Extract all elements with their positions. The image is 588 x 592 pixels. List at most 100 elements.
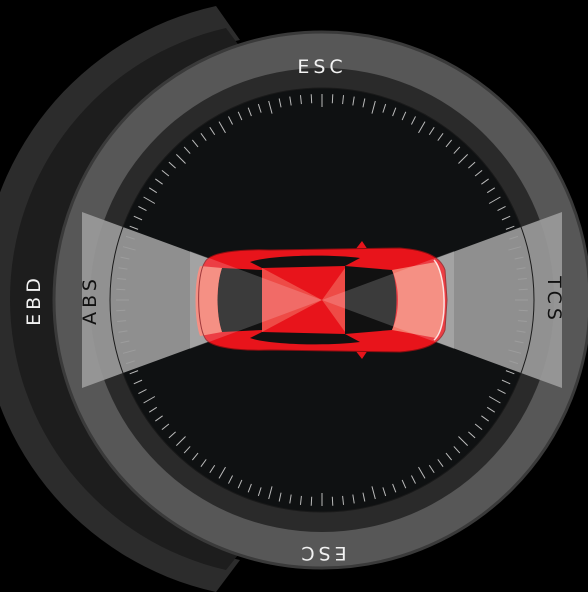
outer-ring-rim bbox=[52, 30, 588, 570]
dial-tick bbox=[200, 459, 207, 467]
dial-tick bbox=[486, 187, 496, 194]
car-top-view bbox=[195, 241, 448, 359]
dial-tick bbox=[168, 431, 176, 439]
dial-tick bbox=[129, 225, 139, 230]
dial-tick bbox=[143, 196, 156, 204]
dial-tick bbox=[362, 98, 366, 108]
car-trunk bbox=[195, 266, 222, 336]
dial-tick bbox=[228, 116, 234, 125]
dial-tick bbox=[133, 379, 143, 385]
abs-label: ABS bbox=[79, 275, 101, 325]
dial-tick bbox=[401, 111, 407, 121]
dial-tick bbox=[428, 126, 435, 136]
dial-tick bbox=[148, 406, 158, 413]
dial-tick bbox=[488, 196, 501, 204]
dial-tick bbox=[268, 100, 273, 114]
tcs-label: TCS bbox=[543, 275, 565, 324]
dial-tick bbox=[168, 161, 176, 169]
tcs-beam-overlay bbox=[322, 251, 454, 349]
dial-tick bbox=[237, 479, 243, 489]
dial-tick bbox=[437, 133, 444, 141]
dial-tick bbox=[474, 169, 483, 177]
esc-top-label: ESC bbox=[297, 56, 346, 78]
dial-tick bbox=[342, 95, 345, 105]
dial-tick bbox=[342, 495, 345, 505]
dial-tick bbox=[161, 169, 170, 177]
dial-tick bbox=[228, 475, 234, 484]
dial-tick bbox=[218, 121, 226, 134]
ebd-arc bbox=[0, 6, 247, 592]
dial-tick bbox=[382, 103, 387, 113]
dial-tick bbox=[209, 464, 216, 474]
dial-tick bbox=[200, 133, 207, 141]
dial-tick bbox=[481, 415, 489, 422]
car-side-window-top bbox=[250, 255, 360, 268]
dial-tick bbox=[155, 415, 163, 422]
dial-tick bbox=[371, 486, 376, 500]
dial-tick bbox=[268, 486, 273, 500]
dial-tick bbox=[474, 423, 483, 431]
dial-tick bbox=[468, 431, 476, 439]
dial-tick bbox=[445, 452, 453, 461]
dial-tick bbox=[352, 494, 355, 504]
dial-tick bbox=[437, 459, 444, 467]
dial-tick bbox=[352, 96, 355, 106]
dial-tick bbox=[191, 139, 199, 148]
dial-tick bbox=[183, 146, 191, 154]
dial-tick bbox=[209, 126, 216, 136]
dial-tick bbox=[505, 370, 515, 375]
dial-tick bbox=[278, 98, 282, 108]
dial-tick bbox=[247, 483, 252, 493]
dial-tick bbox=[191, 452, 199, 461]
dial-tick bbox=[289, 494, 292, 504]
dial-tick bbox=[468, 161, 476, 169]
dial-tick bbox=[175, 153, 186, 164]
beam-overlay-left bbox=[190, 251, 322, 349]
dial-tick bbox=[486, 406, 496, 413]
car-mirror-top bbox=[355, 241, 368, 250]
dial-tick bbox=[161, 423, 170, 431]
esc-bottom-label: ESC bbox=[297, 542, 346, 564]
dial-tick bbox=[458, 436, 469, 447]
dial-tick bbox=[129, 370, 139, 375]
car-roof-shade-front bbox=[322, 268, 345, 332]
dial-tick bbox=[481, 178, 489, 185]
dial-tick bbox=[501, 379, 511, 385]
dial-tick bbox=[458, 153, 469, 164]
dial-tick bbox=[183, 446, 191, 454]
dial-tick bbox=[218, 466, 226, 479]
car-windshield bbox=[345, 266, 397, 334]
dial-tick bbox=[299, 95, 302, 105]
dial-tick bbox=[278, 492, 282, 502]
dial-tick bbox=[382, 487, 387, 497]
dial-tick bbox=[392, 483, 397, 493]
dial-tick bbox=[175, 436, 186, 447]
dial-tick bbox=[371, 100, 376, 114]
car-mirror-bottom bbox=[355, 350, 368, 359]
dial-tick bbox=[237, 111, 243, 121]
dial-tick bbox=[410, 475, 416, 484]
dial-tick bbox=[362, 492, 366, 502]
dial-tick bbox=[155, 178, 163, 185]
dial-tick bbox=[138, 206, 147, 212]
dial-tick bbox=[418, 466, 426, 479]
dial-tick bbox=[505, 225, 515, 230]
dial-tick bbox=[392, 107, 397, 117]
dial-tick bbox=[299, 495, 302, 505]
car-side-window-bottom bbox=[250, 332, 360, 345]
dial-tick bbox=[445, 139, 453, 148]
car-outline bbox=[198, 247, 448, 353]
dial-tick bbox=[410, 116, 416, 125]
dial-tick bbox=[497, 206, 506, 212]
dial-tick bbox=[501, 215, 511, 221]
dial-tick bbox=[247, 107, 252, 117]
dial-tick bbox=[453, 146, 461, 154]
abs-beam-overlay bbox=[190, 251, 322, 349]
dial-tick bbox=[453, 446, 461, 454]
beam-overlay-right bbox=[322, 251, 454, 349]
dial-tick bbox=[148, 187, 158, 194]
dial-tick bbox=[401, 479, 407, 489]
dial-tick bbox=[497, 388, 506, 394]
ebd-label: EBD bbox=[23, 274, 45, 326]
